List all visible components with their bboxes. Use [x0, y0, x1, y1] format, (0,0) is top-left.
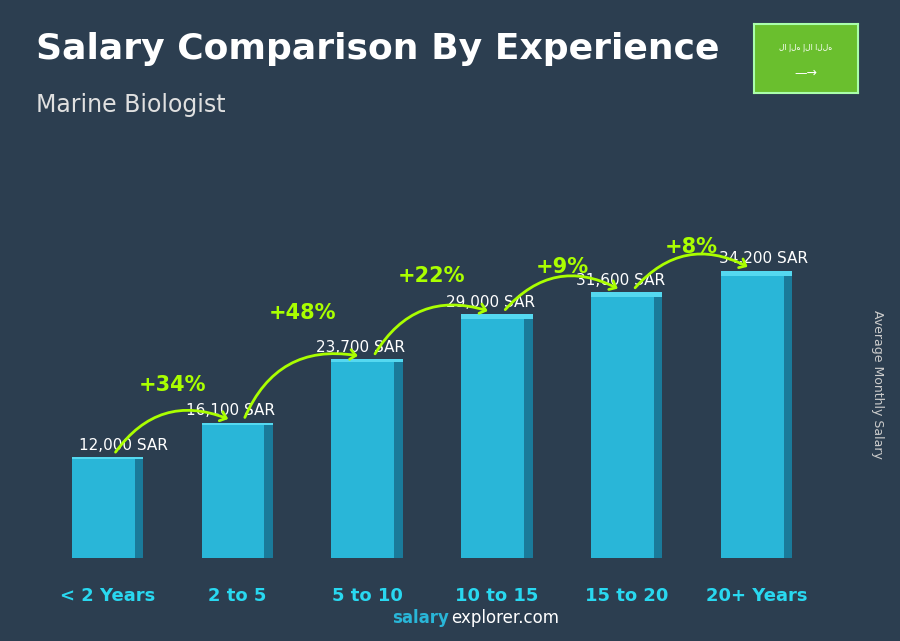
- Text: 23,700 SAR: 23,700 SAR: [316, 340, 405, 354]
- Bar: [461, 314, 533, 319]
- Text: 5 to 10: 5 to 10: [331, 587, 402, 605]
- Bar: [331, 359, 403, 558]
- Text: 12,000 SAR: 12,000 SAR: [79, 438, 167, 453]
- Bar: [591, 292, 662, 297]
- Bar: [721, 271, 792, 276]
- Text: 29,000 SAR: 29,000 SAR: [446, 295, 535, 310]
- Text: —→: —→: [795, 67, 817, 80]
- Text: Marine Biologist: Marine Biologist: [36, 93, 226, 117]
- Text: +8%: +8%: [665, 237, 718, 257]
- Text: 20+ Years: 20+ Years: [706, 587, 807, 605]
- Bar: [202, 422, 273, 425]
- Text: +22%: +22%: [398, 267, 466, 287]
- Bar: [265, 422, 273, 558]
- Text: Average Monthly Salary: Average Monthly Salary: [871, 310, 884, 459]
- Bar: [72, 457, 143, 459]
- Bar: [394, 359, 403, 558]
- Text: 2 to 5: 2 to 5: [208, 587, 266, 605]
- Bar: [524, 314, 533, 558]
- Bar: [72, 457, 143, 558]
- Bar: [331, 359, 403, 362]
- Bar: [591, 292, 662, 558]
- Text: +34%: +34%: [139, 375, 206, 395]
- Text: Salary Comparison By Experience: Salary Comparison By Experience: [36, 32, 719, 66]
- Bar: [461, 314, 533, 558]
- Text: +48%: +48%: [268, 303, 336, 322]
- Text: 16,100 SAR: 16,100 SAR: [186, 403, 275, 419]
- Text: 10 to 15: 10 to 15: [455, 587, 538, 605]
- Text: < 2 Years: < 2 Years: [59, 587, 155, 605]
- Text: 15 to 20: 15 to 20: [585, 587, 669, 605]
- Text: +9%: +9%: [536, 257, 589, 278]
- Bar: [202, 422, 273, 558]
- Bar: [784, 271, 792, 558]
- Text: 34,200 SAR: 34,200 SAR: [718, 251, 807, 267]
- Bar: [721, 271, 792, 558]
- Text: salary: salary: [392, 609, 449, 627]
- Bar: [134, 457, 143, 558]
- Text: 31,600 SAR: 31,600 SAR: [576, 273, 665, 288]
- Text: لا إله إلا الله: لا إله إلا الله: [779, 44, 832, 53]
- Text: explorer.com: explorer.com: [451, 609, 559, 627]
- Bar: [654, 292, 662, 558]
